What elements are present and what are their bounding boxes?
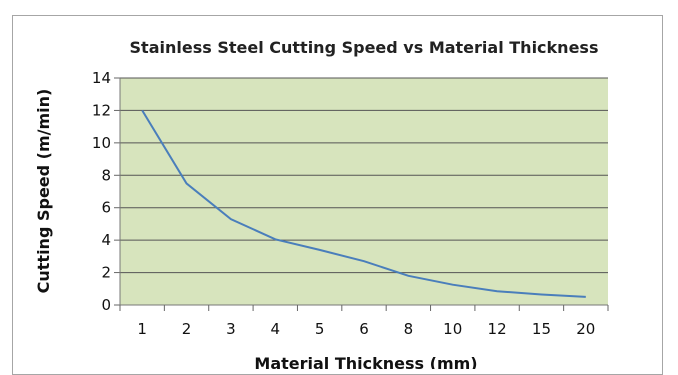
x-tick-label: 2 [182, 320, 192, 338]
x-axis-title: Material Thickness (mm) [254, 354, 477, 369]
plot-area [120, 78, 608, 305]
y-tick-label: 6 [101, 199, 111, 217]
y-tick-label: 10 [92, 134, 111, 152]
x-tick-label: 6 [359, 320, 369, 338]
chart-title: Stainless Steel Cutting Speed vs Materia… [130, 38, 599, 57]
x-tick-label: 4 [270, 320, 280, 338]
y-axis: 0 2 4 6 8 10 12 14 [92, 69, 121, 314]
gridlines [120, 77, 608, 274]
x-tick-label: 8 [404, 320, 414, 338]
y-tick-label: 14 [92, 69, 111, 87]
x-tick-label: 15 [532, 320, 551, 338]
y-axis-title: Cutting Speed (m/min) [34, 89, 53, 294]
x-axis: 1 2 3 4 5 6 8 10 12 15 20 [119, 304, 609, 338]
x-tick-label: 20 [576, 320, 595, 338]
x-tick-label: 1 [137, 320, 147, 338]
y-tick-label: 0 [101, 296, 111, 314]
y-tick-label: 2 [101, 264, 111, 282]
x-tick-label: 12 [488, 320, 507, 338]
x-tick-label: 3 [226, 320, 236, 338]
x-tick-label: 5 [315, 320, 325, 338]
x-tick-label: 10 [443, 320, 462, 338]
y-tick-label: 12 [92, 101, 111, 119]
series-line [141, 109, 586, 298]
y-tick-label: 4 [101, 231, 111, 249]
y-tick-label: 8 [101, 166, 111, 184]
